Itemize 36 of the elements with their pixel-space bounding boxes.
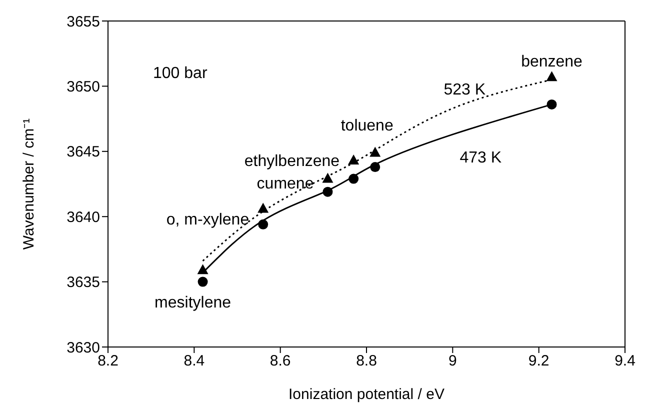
annotation: mesitylene — [154, 294, 232, 312]
series-label: 473 K — [460, 149, 502, 166]
annotation: 100 bar — [153, 65, 208, 82]
x-axis-title: Ionization potential / eV — [288, 386, 444, 403]
x-tick-label: 8.8 — [356, 352, 377, 370]
y-tick-label: 3650 — [66, 78, 100, 96]
point — [322, 172, 334, 183]
y-tick-label: 3655 — [66, 13, 100, 30]
point — [370, 162, 380, 172]
y-tick-label: 3640 — [66, 208, 100, 226]
y-tick-label: 3635 — [66, 274, 100, 292]
y-tick-label: 3630 — [66, 339, 100, 356]
y-axis-title: Wavenumber / cm⁻¹ — [20, 118, 38, 250]
x-tick-label: 9.2 — [528, 352, 550, 370]
point — [348, 174, 359, 184]
annotation: o, m-xylene — [166, 211, 250, 228]
point — [197, 264, 208, 274]
y-tick-label: 3645 — [66, 144, 100, 161]
point — [322, 186, 333, 197]
point — [546, 71, 558, 82]
annotation: ethylbenzene — [244, 153, 340, 170]
x-tick-label: 8.4 — [184, 352, 205, 370]
series-label: 523 K — [444, 81, 486, 98]
x-tick-label: 8.6 — [270, 352, 291, 370]
point — [258, 202, 269, 213]
point — [198, 276, 208, 287]
annotation: cumene — [256, 175, 314, 192]
annotation: benzene — [521, 54, 583, 71]
x-tick-label: 8.2 — [98, 352, 118, 370]
point — [348, 154, 360, 165]
annotation: toluene — [340, 117, 394, 134]
point — [258, 219, 268, 230]
point — [370, 146, 381, 157]
x-tick-label: 9.4 — [614, 352, 636, 370]
point — [546, 99, 557, 110]
x-tick-label: 9 — [448, 352, 457, 370]
